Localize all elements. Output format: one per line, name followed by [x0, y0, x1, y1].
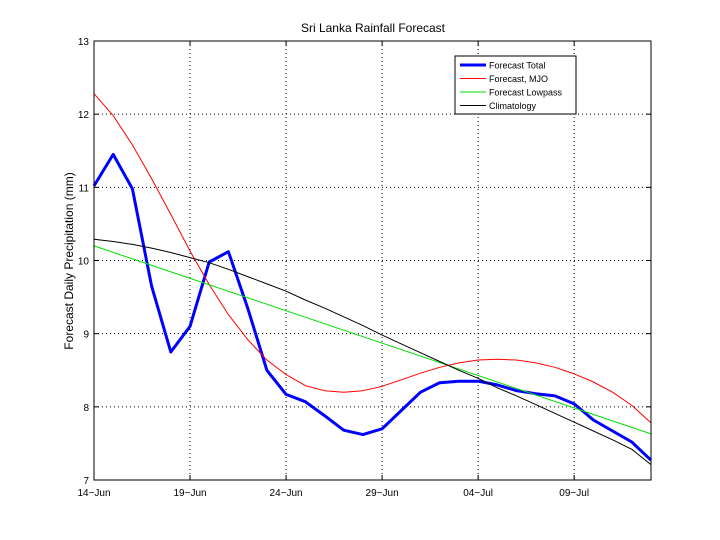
series-line-forecast-lowpass — [93, 245, 652, 435]
x-tick-label: 14−Jun — [77, 488, 110, 499]
chart-title: Sri Lanka Rainfall Forecast — [301, 21, 446, 35]
x-tick-label: 29−Jun — [366, 488, 399, 499]
legend-label: Forecast Total — [489, 61, 545, 71]
x-tick-label: 04−Jul — [463, 488, 493, 499]
y-axis-label: Forecast Daily Precipitation (mm) — [62, 172, 76, 349]
legend-label: Forecast, MJO — [489, 74, 548, 84]
x-tick-label: 24−Jun — [270, 488, 303, 499]
series-line-forecast-total — [92, 152, 653, 462]
x-tick-label: 19−Jun — [173, 488, 206, 499]
y-tick-label: 13 — [78, 37, 90, 48]
series-line-climatology — [93, 238, 652, 465]
legend: Forecast Total Forecast, MJO Forecast Lowp… — [454, 55, 577, 115]
y-tick-label: 7 — [83, 476, 89, 487]
y-tick-label: 9 — [83, 330, 89, 341]
y-tick-label: 11 — [79, 183, 90, 194]
y-tick-label: 10 — [78, 257, 90, 268]
y-tick-label: 12 — [78, 110, 90, 121]
y-tick-label: 8 — [83, 403, 89, 414]
x-tick-label: 09−Jul — [559, 488, 589, 499]
plot-area: 14−Jun 19−Jun 24−Jun 29−Jun 04−Jul 09−Jul 7 8 9 1… — [77, 37, 653, 499]
legend-label: Climatology — [489, 101, 537, 111]
legend-label: Forecast Lowpass — [489, 88, 563, 98]
series-line-forecast-mjo — [93, 93, 652, 424]
